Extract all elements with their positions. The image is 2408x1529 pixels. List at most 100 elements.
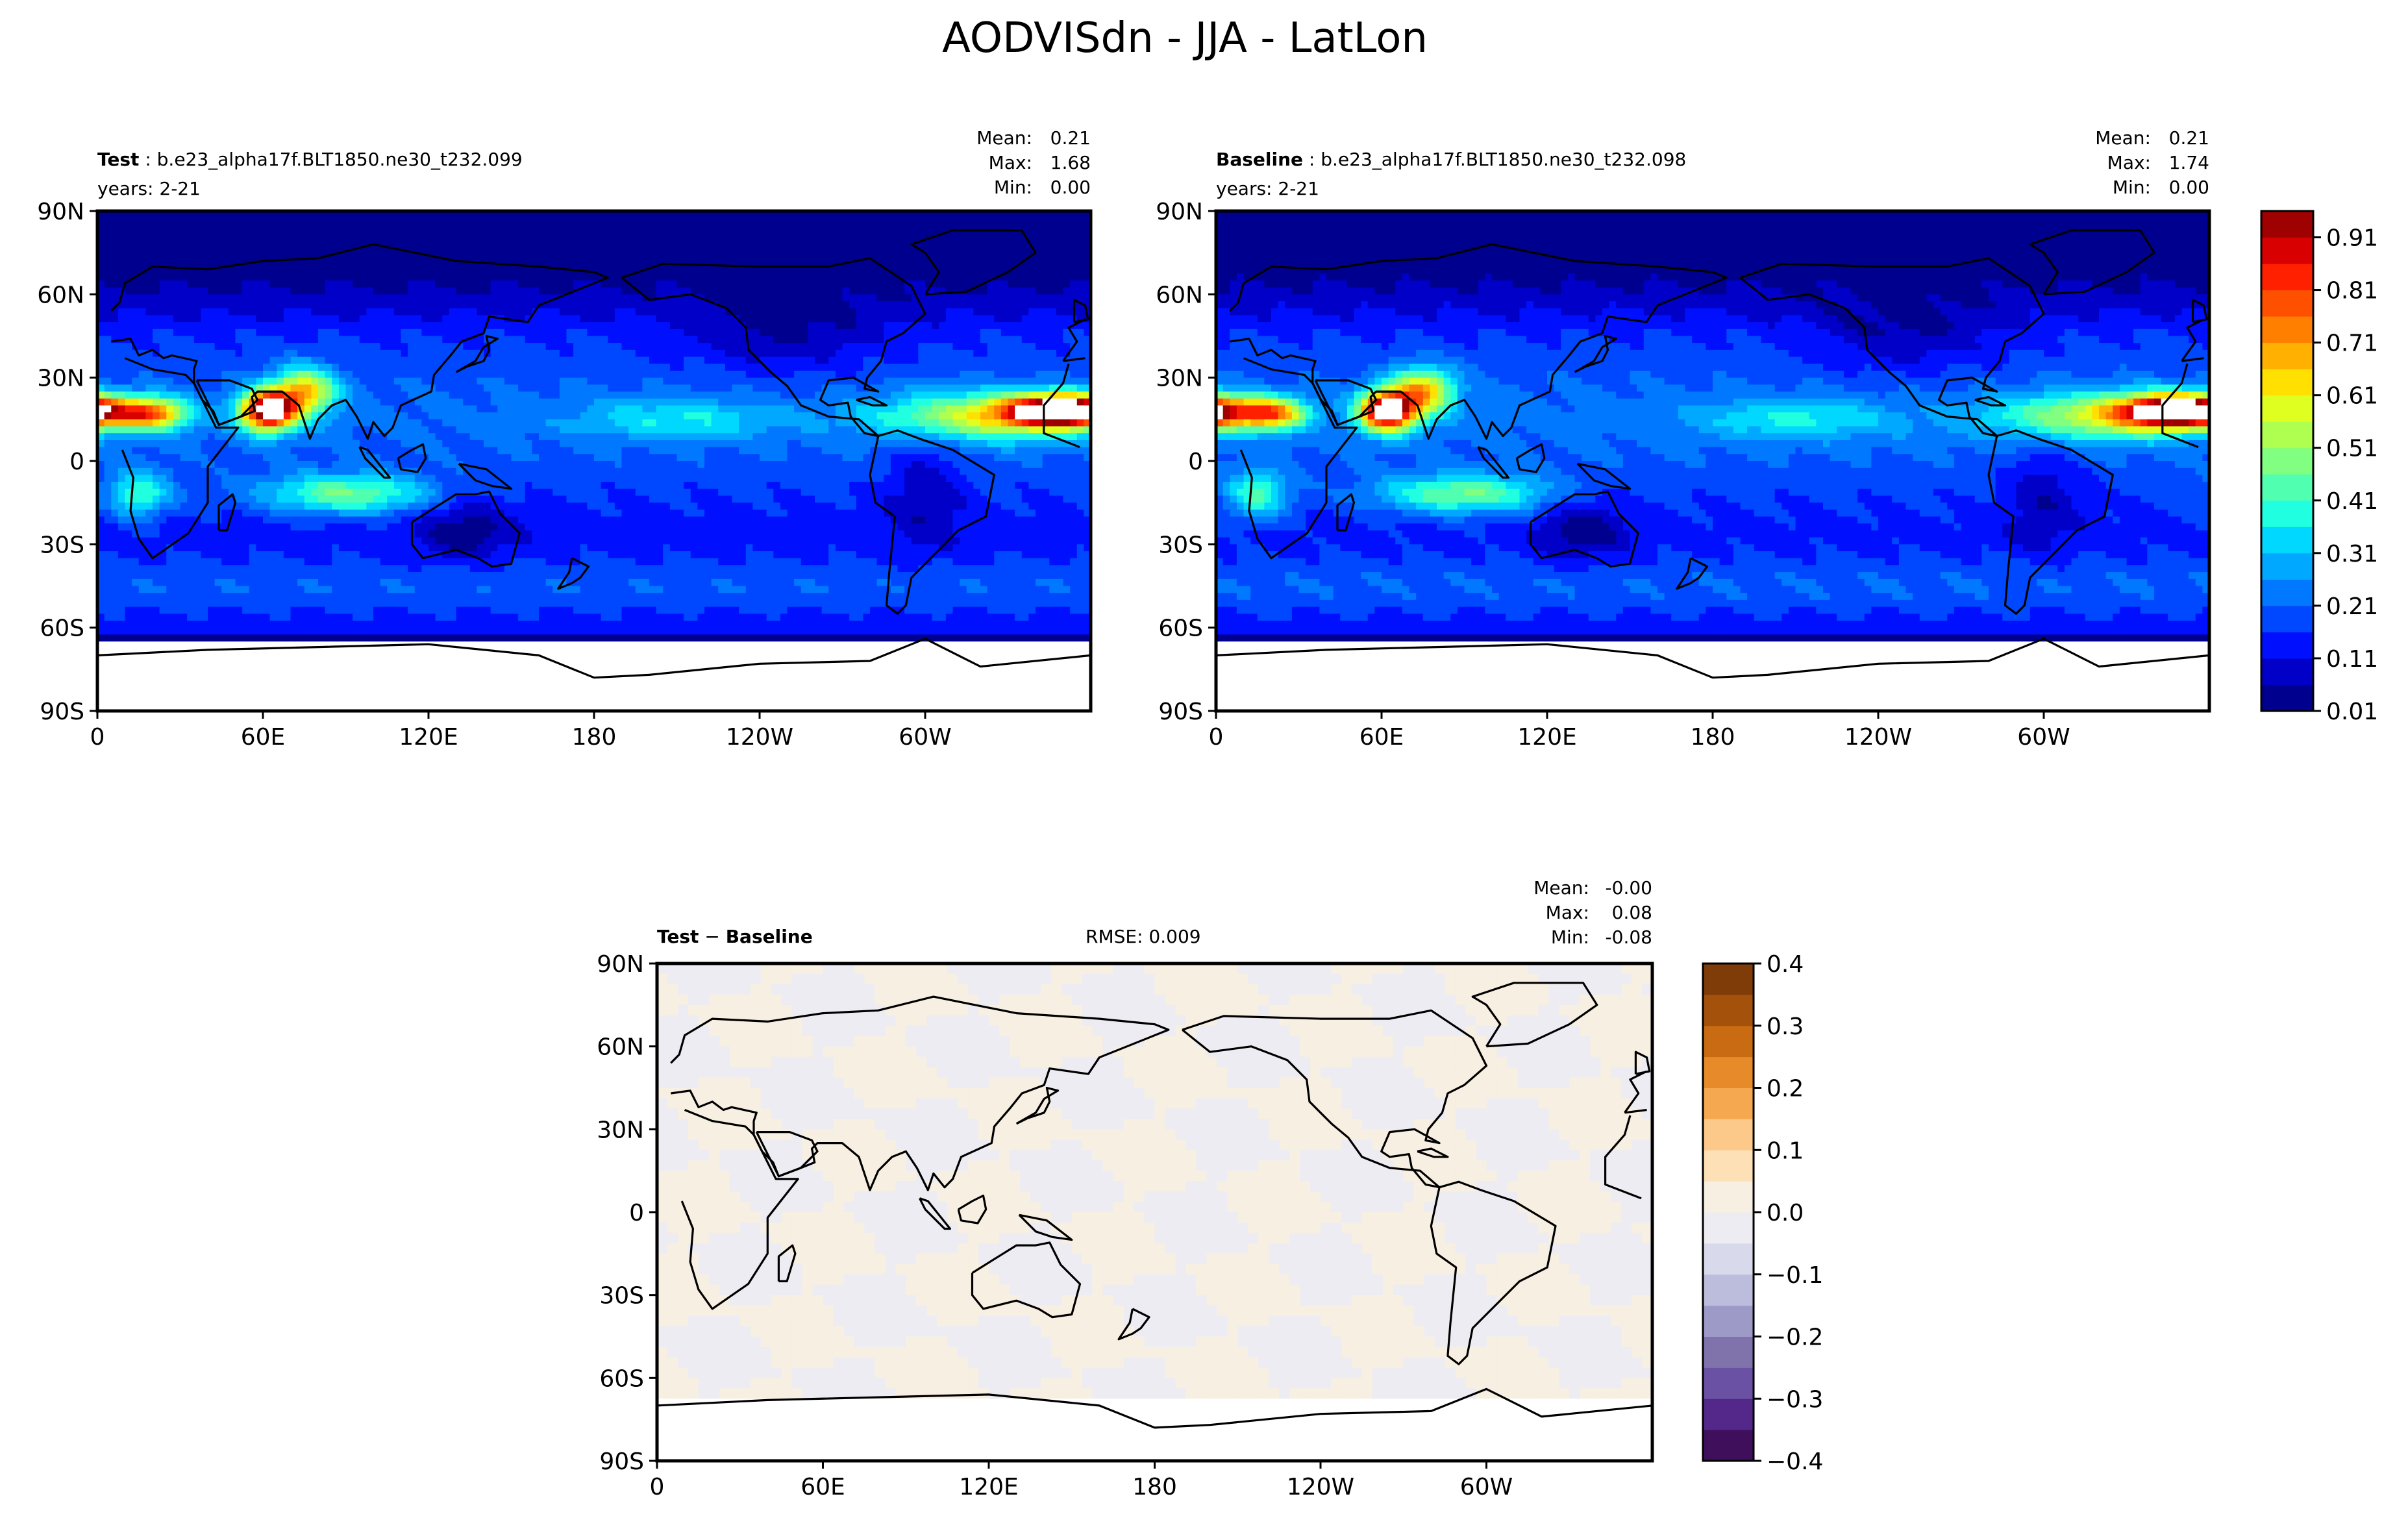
field-cell — [194, 280, 201, 288]
field-cell — [145, 440, 153, 447]
field-cell — [1001, 371, 1008, 378]
field-cell — [815, 384, 822, 392]
field-cell — [1028, 267, 1036, 274]
field-cell — [221, 232, 229, 239]
field-cell — [863, 322, 870, 329]
field-cell — [1015, 405, 1022, 412]
field-cell — [677, 343, 684, 350]
field-cell — [615, 253, 622, 260]
field-cell — [194, 399, 201, 406]
field-cell — [291, 301, 298, 308]
field-cell — [843, 433, 850, 440]
field-cell — [601, 253, 608, 260]
field-cell — [477, 218, 484, 225]
field-cell — [256, 308, 263, 316]
field-cell — [967, 245, 974, 253]
field-cell — [856, 301, 863, 308]
field-cell — [739, 412, 746, 419]
field-cell — [346, 392, 353, 399]
field-cell — [436, 357, 443, 364]
field-cell — [656, 218, 664, 225]
field-cell — [822, 336, 829, 343]
field-cell — [415, 329, 422, 336]
field-cell — [1036, 392, 1043, 399]
field-cell — [256, 357, 263, 364]
field-cell — [1056, 315, 1063, 322]
field-cell — [884, 419, 891, 427]
field-cell — [166, 232, 173, 239]
field-cell — [539, 399, 546, 406]
field-cell — [1043, 350, 1050, 357]
field-cell — [353, 384, 360, 392]
field-cell — [208, 343, 215, 350]
field-cell — [215, 371, 222, 378]
field-cell — [470, 433, 477, 440]
field-cell — [546, 371, 553, 378]
field-cell — [1008, 343, 1015, 350]
field-cell — [546, 273, 553, 280]
field-cell — [670, 405, 677, 412]
field-cell — [1049, 364, 1056, 371]
field-cell — [1036, 364, 1043, 371]
field-cell — [567, 378, 574, 385]
field-cell — [836, 357, 843, 364]
field-cell — [567, 405, 574, 412]
field-cell — [884, 384, 891, 392]
field-cell — [484, 280, 491, 288]
field-cell — [215, 301, 222, 308]
field-cell — [670, 239, 677, 246]
field-cell — [166, 294, 173, 301]
field-cell — [987, 336, 995, 343]
field-cell — [594, 232, 601, 239]
field-cell — [263, 239, 270, 246]
field-cell — [615, 364, 622, 371]
field-cell — [532, 329, 539, 336]
field-cell — [704, 288, 712, 295]
field-cell — [587, 419, 594, 427]
field-cell — [912, 364, 919, 371]
field-cell — [215, 399, 222, 406]
field-cell — [525, 440, 532, 447]
field-cell — [277, 350, 284, 357]
field-cell — [863, 225, 870, 232]
field-cell — [1077, 384, 1084, 392]
field-cell — [946, 329, 953, 336]
field-cell — [684, 308, 691, 316]
field-cell — [229, 273, 236, 280]
field-cell — [752, 288, 760, 295]
field-cell — [732, 378, 739, 385]
field-cell — [525, 253, 532, 260]
field-cell — [139, 322, 146, 329]
field-cell — [567, 364, 574, 371]
field-cell — [891, 301, 898, 308]
field-cell — [587, 218, 594, 225]
field-cell — [801, 343, 808, 350]
field-cell — [145, 405, 153, 412]
field-cell — [1022, 301, 1029, 308]
field-cell — [1049, 239, 1056, 246]
field-cell — [456, 239, 464, 246]
field-cell — [1036, 225, 1043, 232]
field-cell — [270, 433, 277, 440]
field-cell — [560, 218, 567, 225]
field-cell — [725, 288, 732, 295]
field-cell — [242, 447, 249, 454]
field-cell — [1022, 405, 1029, 412]
field-cell — [504, 260, 512, 267]
field-cell — [1036, 433, 1043, 440]
field-cell — [256, 440, 263, 447]
field-cell — [491, 378, 498, 385]
field-cell — [380, 378, 388, 385]
field-cell — [256, 232, 263, 239]
field-cell — [263, 357, 270, 364]
field-cell — [346, 218, 353, 225]
field-cell — [428, 433, 436, 440]
field-cell — [960, 322, 967, 329]
field-cell — [180, 218, 188, 225]
field-cell — [884, 288, 891, 295]
field-cell — [677, 329, 684, 336]
field-cell — [125, 301, 132, 308]
field-cell — [1001, 357, 1008, 364]
field-cell — [904, 419, 912, 427]
field-cell — [504, 218, 512, 225]
